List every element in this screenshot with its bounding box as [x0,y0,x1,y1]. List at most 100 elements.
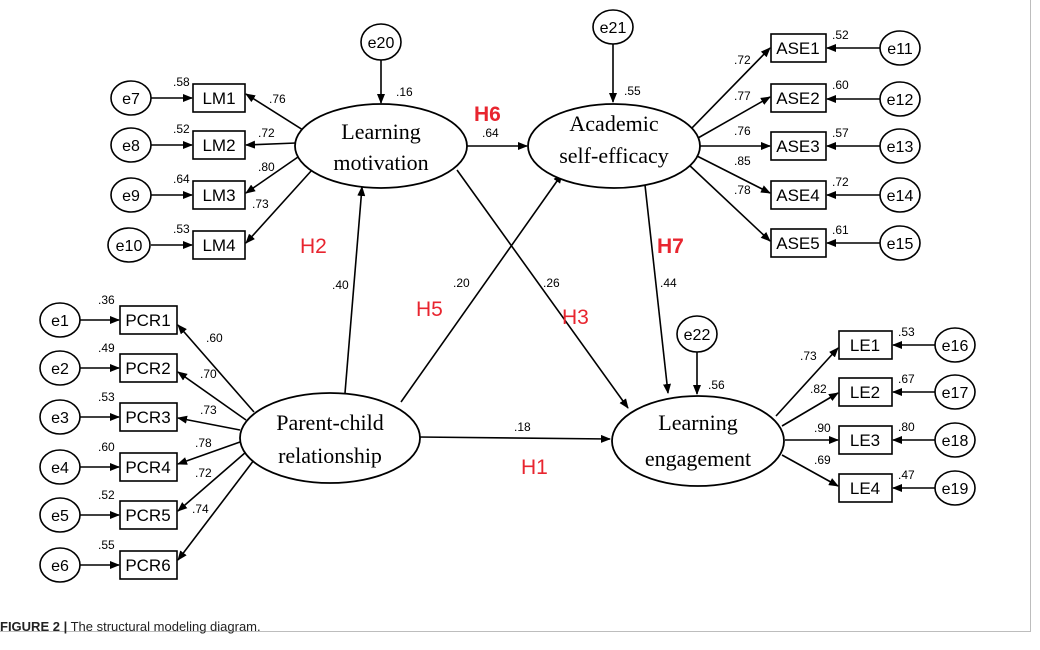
indicator-le1: LE1 [850,336,880,355]
loading-lm3: .80 [258,160,275,174]
error-e14: e14 [887,188,914,205]
latent-learning-engagement [611,395,785,487]
error-e13: e13 [887,139,914,156]
r2-le3: .80 [898,420,915,434]
hypothesis-h6: H6 [474,103,501,126]
error-e3: e3 [51,410,69,427]
hypothesis-h2: H2 [300,235,327,258]
r2-learning-engagement: .56 [708,378,725,392]
loading-le3: .90 [814,421,831,435]
arrow-ase-ase2 [697,96,771,139]
r2-ase3: .57 [832,126,849,140]
error-e9: e9 [122,188,140,205]
latent-academic-self-efficacy [527,103,701,189]
indicator-ase4: ASE4 [776,186,819,205]
coef-lm-ase: .64 [482,126,499,140]
indicator-box-lm2 [192,130,246,160]
arrow-ase-ase1 [689,47,771,131]
arrow-ase-ase5 [687,163,771,242]
indicator-le4: LE4 [850,479,880,498]
indicator-box-pcr1 [119,305,178,335]
indicator-pcr1: PCR1 [125,311,170,330]
loading-ase2: .77 [734,89,751,103]
indicator-box-ase2 [770,83,827,113]
error-circle-e20 [360,23,402,61]
arrows [80,44,935,569]
indicator-box-ase1 [770,33,827,63]
r2-le2: .67 [898,372,915,386]
indicator-box-pcr5 [119,500,178,530]
hypothesis-h1: H1 [521,456,548,479]
r2-pcr5: .52 [98,488,115,502]
error-circle-e21 [592,9,634,45]
indicator-box-lm1 [192,83,246,113]
error-circle-e5 [39,497,81,533]
loading-pcr3: .73 [200,403,217,417]
arrow-pcr-pcr6 [177,459,255,561]
arrow-pcr-pcr4 [177,441,241,465]
loading-le1: .73 [800,349,817,363]
error-e12: e12 [887,92,914,109]
error-circle-e16 [934,327,976,363]
latent-pcr-line2: relationship [278,443,382,468]
arrow-pcr-pcr5 [177,451,247,512]
error-e15: e15 [887,236,914,253]
indicator-ase3: ASE3 [776,137,819,156]
arrow-lm-lm3 [245,156,299,194]
error-e21: e21 [600,20,627,37]
indicator-lm4: LM4 [202,236,235,255]
error-circle-e12 [879,81,921,117]
indicator-box-lm3 [192,180,246,210]
coef-lm-le: .26 [543,276,560,290]
path-lm-le [456,169,629,409]
loading-pcr2: .70 [200,367,217,381]
indicator-box-le2 [838,377,893,407]
r2-le1: .53 [898,325,915,339]
latent-le-line2: engagement [645,446,751,471]
arrow-lm-lm2 [245,140,297,149]
coef-pcr-le: .18 [514,420,531,434]
latent-lm-line1: Learning [341,119,420,144]
loading-pcr4: .78 [195,436,212,450]
indicator-lm2: LM2 [202,136,235,155]
hypothesis-h7: H7 [657,235,684,258]
indicator-pcr2: PCR2 [125,359,170,378]
loading-le4: .69 [814,453,831,467]
error-circle-e2 [39,350,81,386]
indicator-box-le3 [838,425,893,455]
indicator-box-le1 [838,330,893,360]
loading-lm2: .72 [258,126,275,140]
error-circle-e13 [879,128,921,164]
indicator-lm1: LM1 [202,89,235,108]
arrow-le-le4 [781,454,839,487]
loading-ase4: .85 [734,154,751,168]
r2-pcr1: .36 [98,293,115,307]
loading-ase1: .72 [734,53,751,67]
loading-pcr5: .72 [195,466,212,480]
arrow-pcr-pcr1 [177,324,255,413]
loading-lm4: .73 [252,197,269,211]
r2-pcr4: .60 [98,440,115,454]
indicator-box-pcr4 [119,452,178,482]
error-e7: e7 [122,91,140,108]
error-circle-e8 [110,127,152,163]
r2-ase5: .61 [832,223,849,237]
indicator-pcr6: PCR6 [125,556,170,575]
loading-pcr6: .74 [192,502,209,516]
latent-lm-line2: motivation [333,150,428,175]
indicator-box-ase3 [770,131,827,161]
error-circle-e15 [879,225,921,261]
error-e11: e11 [887,41,913,58]
error-e6: e6 [51,558,69,575]
error-circle-e4 [39,449,81,485]
indicator-ase2: ASE2 [776,89,819,108]
error-circle-e9 [110,177,152,213]
error-e10: e10 [116,238,143,255]
r2-pcr3: .53 [98,390,115,404]
coef-pcr-ase: .20 [453,276,470,290]
arrow-pcr-pcr3 [177,415,241,431]
error-e22: e22 [684,327,711,344]
indicator-ase5: ASE5 [776,234,819,253]
loading-ase3: .76 [734,124,751,138]
